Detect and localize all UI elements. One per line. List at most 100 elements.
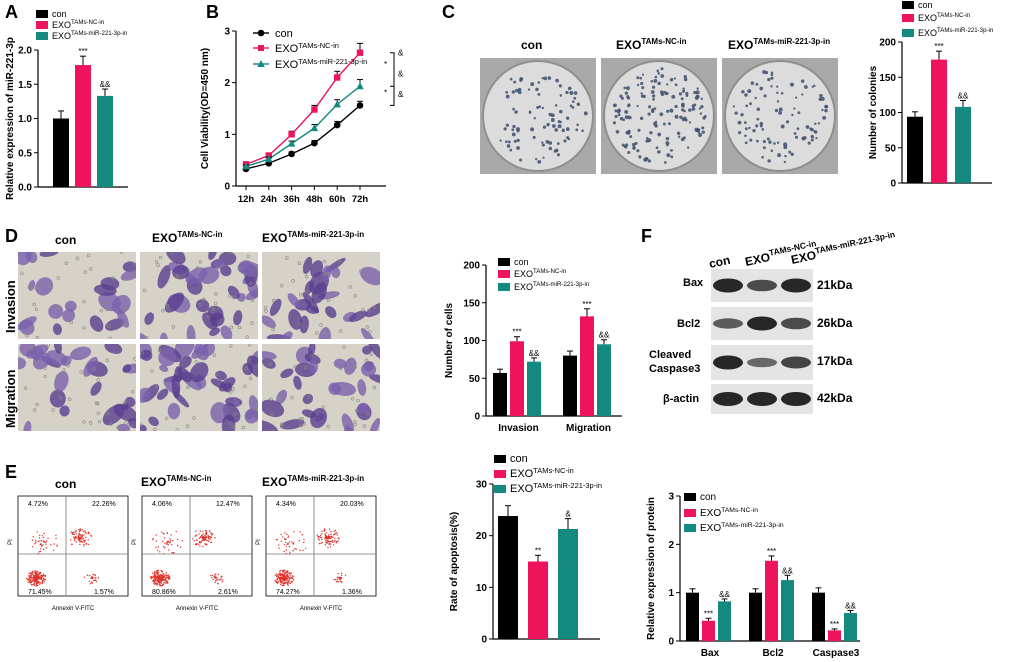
flow-event — [166, 582, 169, 584]
colony-dot — [513, 139, 517, 143]
flow-event — [214, 537, 216, 539]
chart-b-point — [242, 162, 250, 170]
membrane-pore — [154, 384, 159, 389]
membrane-pore — [23, 386, 28, 390]
chart-c-ytick-label: 50 — [885, 143, 897, 154]
flow-event — [205, 532, 208, 535]
legend-swatch-1 — [684, 509, 696, 517]
flow-event — [40, 545, 43, 547]
colony-dot — [626, 95, 630, 98]
flow-event — [38, 576, 40, 579]
flow-event — [288, 541, 291, 543]
colony-dot — [683, 75, 687, 79]
flow-event — [162, 553, 165, 555]
colony-dot — [688, 121, 692, 124]
flow-event — [75, 531, 77, 533]
flow-event — [293, 531, 295, 533]
flow-event — [318, 539, 320, 541]
chart-f-x-tick-label: Caspase3 — [813, 648, 860, 659]
flow-event — [83, 541, 85, 543]
flow-event — [284, 544, 286, 546]
flow-event — [281, 578, 284, 580]
colony-dot — [762, 139, 766, 144]
flow-event — [210, 532, 212, 534]
colony-dot — [734, 111, 738, 115]
flow-quadrant-q1: 4.06% — [152, 501, 172, 508]
flow-quadrant-q3: 80.86% — [152, 589, 176, 596]
flow-event — [320, 542, 322, 545]
flow-event — [330, 535, 333, 538]
chart-b-point — [288, 150, 295, 158]
flow-event — [157, 549, 159, 552]
chart-f-x-tick-label: Bcl2 — [762, 648, 784, 659]
flow-event — [282, 582, 285, 585]
colony-dot — [537, 81, 541, 84]
colony-dot — [770, 73, 774, 77]
flow-quadrant-q4: 1.57% — [94, 589, 114, 596]
flow-event — [160, 582, 162, 584]
colony-dot — [800, 79, 805, 83]
flow-event — [286, 575, 289, 577]
membrane-pore — [27, 285, 32, 290]
stained-cell — [269, 298, 282, 316]
colony-dot — [688, 108, 692, 112]
flow-event — [72, 536, 75, 538]
flow-event — [79, 537, 82, 539]
flow-event — [27, 579, 30, 581]
chart-c-ytick-label: 150 — [879, 73, 896, 84]
stained-cell — [144, 312, 155, 325]
chart-b-series-line-1 — [245, 52, 361, 165]
flow-event — [181, 540, 184, 542]
flow-event — [155, 534, 157, 536]
flow-event — [336, 532, 338, 534]
flow-event — [166, 575, 168, 577]
legend-swatch-0 — [494, 455, 506, 463]
colony-dot — [762, 146, 766, 150]
western-band — [713, 318, 743, 329]
membrane-pore — [133, 262, 136, 267]
colony-dot — [581, 129, 584, 133]
membrane-pore — [237, 325, 242, 330]
membrane-pore — [356, 398, 360, 403]
membrane-pore — [140, 344, 143, 347]
flow-event — [196, 534, 198, 536]
colony-dot — [682, 87, 685, 90]
stained-cell — [308, 359, 319, 374]
colony-dot — [583, 111, 588, 116]
chart-b-point — [333, 100, 341, 108]
flow-cytometry-plot-nc: 4.06% 12.47% 80.86% 2.61% Annexin V-FITC PI — [132, 495, 253, 612]
membrane-pore — [326, 424, 330, 429]
colony-dot — [664, 161, 667, 164]
flow-event — [334, 537, 336, 539]
flow-event — [28, 575, 30, 577]
micrograph-drawing — [262, 252, 380, 339]
flow-event — [341, 574, 343, 577]
flow-event — [331, 539, 334, 542]
flow-event — [44, 575, 46, 577]
flow-event — [73, 533, 75, 536]
colony-dot — [685, 91, 689, 96]
micrograph-migration-mir — [262, 344, 380, 431]
colony-dot — [567, 137, 571, 141]
stained-cell — [208, 252, 218, 260]
legend-label-0: con — [510, 453, 528, 465]
colony-dot — [743, 121, 747, 124]
flow-event — [327, 540, 329, 543]
flow-event — [156, 570, 158, 572]
flow-event — [200, 535, 203, 537]
chart-a-bar-2 — [97, 95, 113, 187]
flow-event — [158, 580, 160, 582]
colony-dot — [557, 120, 561, 124]
colony-dot — [665, 136, 670, 141]
stained-cell — [304, 353, 321, 365]
flow-event — [39, 540, 41, 542]
colony-dot — [660, 67, 664, 71]
flow-event — [167, 574, 170, 576]
flow-event — [281, 570, 283, 572]
colony-dot — [561, 128, 565, 133]
flow-event — [279, 580, 281, 582]
western-band — [747, 279, 777, 292]
flow-event — [161, 531, 163, 533]
colony-dot — [662, 122, 666, 126]
